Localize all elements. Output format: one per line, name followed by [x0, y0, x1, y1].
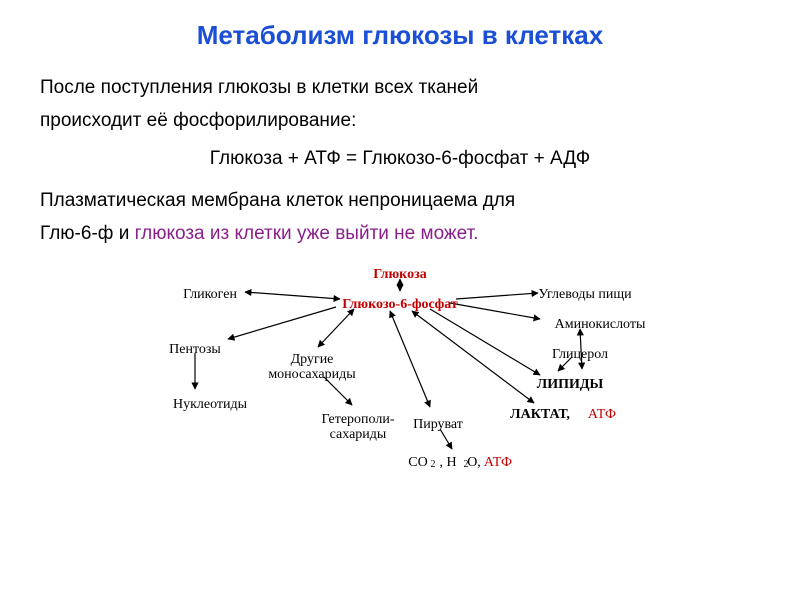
node-co2_a: CO [408, 455, 427, 471]
node-pentose: Пентозы [169, 342, 221, 358]
node-g6p: Глюкозо-6-фосфат [342, 297, 458, 313]
node-pyruvate: Пируват [413, 417, 463, 433]
node-h2o_a: , H [439, 455, 456, 471]
node-atp2: АТФ [484, 455, 512, 471]
node-other_mono_2: моносахариды [268, 367, 355, 383]
page-title: Метаболизм глюкозы в клетках [40, 20, 760, 51]
membrane-line-2: Глю-6-ф и глюкоза из клетки уже выйти не… [40, 221, 760, 248]
node-hetero_1: Гетерополи- [321, 412, 394, 428]
membrane-line-1: Плазматическая мембрана клеток непроница… [40, 188, 760, 215]
membrane-line-2b: глюкоза из клетки уже выйти не может. [135, 223, 479, 244]
intro-line-2: происходит её фосфорилирование: [40, 108, 760, 135]
intro-line-1: После поступления глюкозы в клетки всех … [40, 75, 760, 102]
node-lactate_atp: АТФ [588, 407, 616, 423]
metabolism-diagram: Глюкоза Глюкозо-6-фосфат Гликоген Пентозы Ну… [140, 257, 660, 477]
arrow-2 [228, 307, 336, 339]
node-nucleotide: Нуклеотиды [173, 397, 247, 413]
node-amino: Аминокислоты [555, 317, 646, 333]
membrane-line-2a: Глю-6-ф и [40, 223, 135, 244]
node-glycerol: Глицерол [552, 347, 608, 363]
arrow-6 [390, 311, 430, 407]
equation: Глюкоза + АТФ = Глюкозо-6-фосфат + АДФ [40, 148, 760, 170]
arrow-9 [430, 309, 540, 375]
arrow-13 [456, 293, 538, 299]
arrow-12 [450, 303, 540, 319]
node-glycogen: Гликоген [183, 287, 237, 303]
node-lipids: ЛИПИДЫ [537, 377, 603, 393]
node-hetero_2: сахариды [330, 427, 387, 443]
node-other_mono_1: Другие [291, 352, 334, 368]
arrow-4 [318, 309, 354, 347]
arrow-8 [412, 311, 534, 403]
node-lactate: ЛАКТАТ, [510, 407, 570, 423]
node-co2_sub: 2 [431, 459, 436, 470]
arrow-1 [245, 292, 340, 299]
node-h2o_b: O, [467, 455, 481, 471]
node-carb_food: Углеводы пищи [538, 287, 631, 303]
node-glucose: Глюкоза [373, 267, 426, 283]
